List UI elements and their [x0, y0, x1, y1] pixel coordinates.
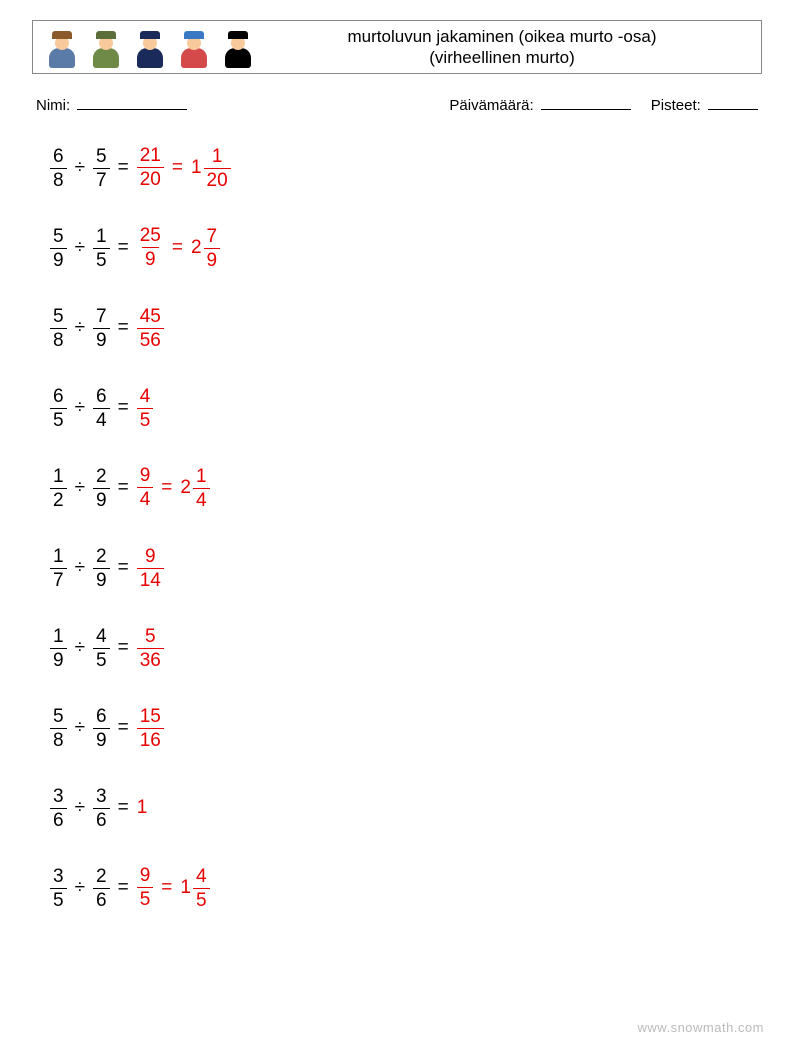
answer: 1516	[137, 707, 164, 750]
answer: 536	[137, 627, 164, 670]
date-field: Päivämäärä:	[449, 96, 630, 114]
equals-sign: =	[118, 557, 129, 579]
person-blonde-icon	[47, 26, 77, 68]
name-label: Nimi:	[36, 97, 70, 114]
info-row: Nimi: Päivämäärä: Pisteet:	[32, 96, 762, 114]
divide-op: ÷	[75, 717, 85, 739]
person-police-icon	[135, 26, 165, 68]
person-soldier-icon	[91, 26, 121, 68]
divide-op: ÷	[75, 317, 85, 339]
score-blank	[708, 96, 758, 110]
title-line-1: murtoluvun jakaminen (oikea murto -osa)	[253, 26, 751, 47]
equals-sign: =	[118, 397, 129, 419]
answer: 4556	[137, 307, 164, 350]
divide-op: ÷	[75, 797, 85, 819]
score-field: Pisteet:	[651, 96, 758, 114]
problem-row: 58÷79=4556	[50, 302, 762, 354]
problem-row: 58÷69=1516	[50, 702, 762, 754]
problem-row: 17÷29=914	[50, 542, 762, 594]
date-blank	[541, 96, 631, 110]
equals-sign: =	[118, 637, 129, 659]
problem-row: 59÷15=259=279	[50, 222, 762, 274]
divide-op: ÷	[75, 157, 85, 179]
equals-sign: =	[118, 477, 129, 499]
problem-row: 65÷64=45	[50, 382, 762, 434]
divide-op: ÷	[75, 557, 85, 579]
header-icons	[33, 26, 253, 68]
title-line-2: (virheellinen murto)	[253, 47, 751, 68]
problem-row: 68÷57=2120=1120	[50, 142, 762, 194]
person-grad-icon	[223, 26, 253, 68]
divide-op: ÷	[75, 637, 85, 659]
equals-sign: =	[118, 317, 129, 339]
equals-sign: =	[118, 717, 129, 739]
watermark: www.snowmath.com	[638, 1020, 764, 1035]
score-label: Pisteet:	[651, 97, 701, 114]
problem-row: 35÷26=95=145	[50, 862, 762, 914]
divide-op: ÷	[75, 477, 85, 499]
divide-op: ÷	[75, 877, 85, 899]
person-bluehat-icon	[179, 26, 209, 68]
answer: 914	[137, 547, 164, 590]
date-label: Päivämäärä:	[449, 97, 533, 114]
divide-op: ÷	[75, 397, 85, 419]
answer: 259=279	[137, 226, 220, 269]
answer: 94=214	[137, 466, 210, 509]
header-box: murtoluvun jakaminen (oikea murto -osa) …	[32, 20, 762, 74]
equals-sign: =	[118, 797, 129, 819]
problems-list: 68÷57=2120=112059÷15=259=27958÷79=455665…	[32, 142, 762, 914]
equals-sign: =	[118, 237, 129, 259]
problem-row: 36÷36=1	[50, 782, 762, 834]
equals-sign: =	[118, 157, 129, 179]
answer: 1	[137, 797, 148, 819]
answer: 95=145	[137, 866, 210, 909]
equals-sign: =	[118, 877, 129, 899]
answer: 45	[137, 387, 154, 430]
problem-row: 12÷29=94=214	[50, 462, 762, 514]
divide-op: ÷	[75, 237, 85, 259]
problem-row: 19÷45=536	[50, 622, 762, 674]
name-blank	[77, 96, 187, 110]
name-field: Nimi:	[36, 96, 449, 114]
answer: 2120=1120	[137, 146, 231, 189]
worksheet-title: murtoluvun jakaminen (oikea murto -osa) …	[253, 26, 761, 69]
